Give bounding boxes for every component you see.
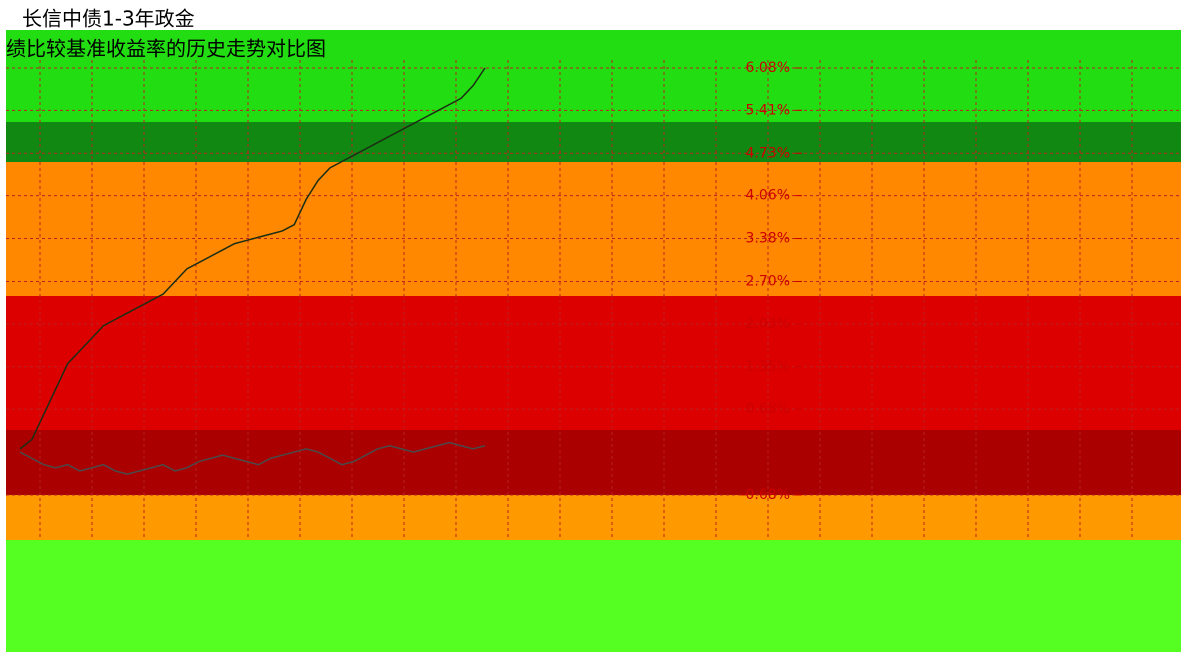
chart-title: 长信中债1-3年政金: [22, 7, 195, 31]
y-tick-label: 2.70%: [746, 274, 790, 290]
band: [6, 495, 1181, 540]
series-line: [19, 67, 486, 450]
series-line: [19, 441, 486, 475]
y-tick-label: -0.68%: [740, 487, 790, 503]
band: [6, 296, 1181, 430]
y-tick-label: 5.41%: [746, 102, 790, 118]
y-tick-label: 4.06%: [746, 188, 790, 204]
y-tick-label: 1.35%: [746, 359, 790, 375]
band: [6, 30, 1181, 122]
y-tick-label: 0.68%: [746, 401, 790, 417]
y-tick-label: 4.73%: [746, 145, 790, 161]
y-tick-label: 2.03%: [746, 316, 790, 332]
band: [6, 162, 1181, 296]
chart-subtitle: 绩比较基准收益率的历史走势对比图: [6, 37, 326, 61]
band: [6, 122, 1181, 162]
y-tick-label: 6.08%: [746, 60, 790, 76]
band: [6, 540, 1181, 652]
band: [6, 430, 1181, 495]
y-tick-label: 3.38%: [746, 231, 790, 247]
